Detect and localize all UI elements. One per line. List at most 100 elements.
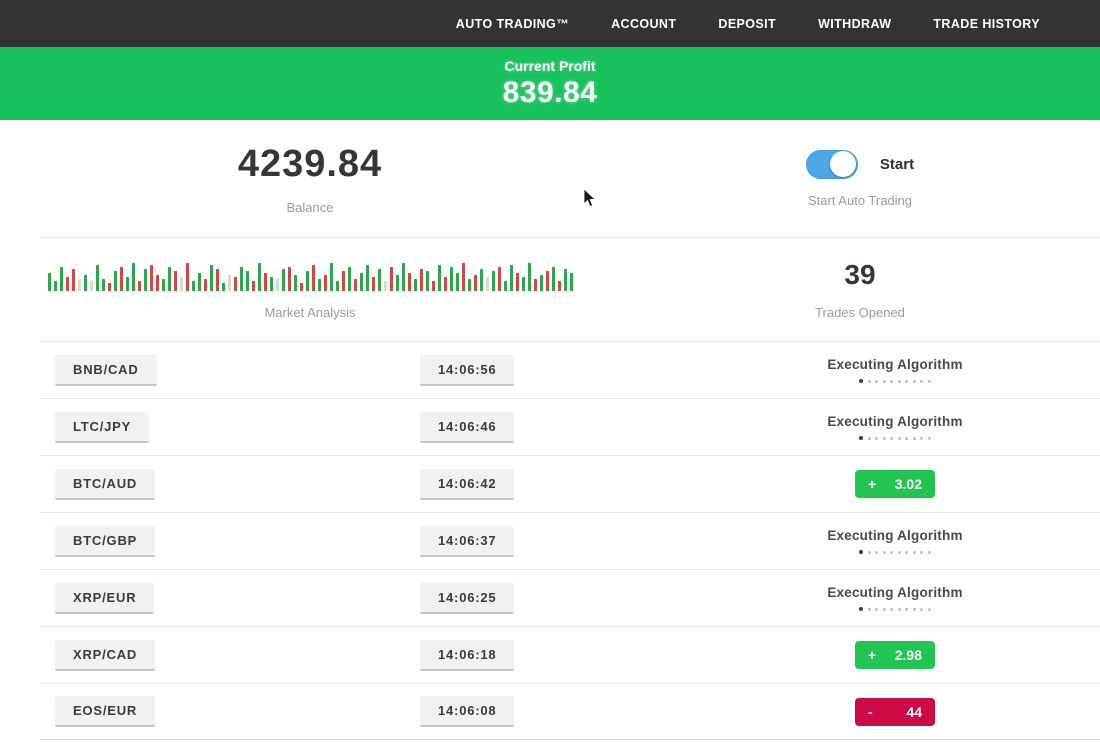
pair-badge: LTC/JPY — [55, 411, 150, 443]
candle-bar — [479, 269, 483, 291]
pair-badge: BNB/CAD — [55, 354, 157, 386]
candle-bar — [341, 271, 345, 291]
trades-list: BNB/CAD 14:06:56 Executing Algorithm LTC/JP… — [0, 341, 1100, 740]
section-divider — [40, 237, 1100, 238]
candle-bar — [125, 277, 129, 291]
candle-bar — [467, 279, 471, 291]
progress-dots — [859, 607, 931, 611]
candle-bar — [161, 279, 165, 291]
progress-dot — [897, 550, 901, 554]
candle-bar — [515, 273, 519, 291]
pair-badge: XRP/EUR — [55, 582, 155, 614]
progress-dot — [905, 607, 909, 611]
candle-bar — [113, 271, 117, 291]
candle-bar — [233, 277, 237, 291]
candle-bar — [221, 283, 225, 291]
pair-badge: BTC/GBP — [55, 525, 156, 557]
candle-bar — [209, 265, 213, 291]
candle-bar — [101, 279, 105, 291]
trade-row: XRP/EUR 14:06:25 Executing Algorithm — [40, 569, 1100, 626]
current-profit-banner: Current Profit 839.84 — [0, 47, 1100, 120]
candle-bar — [359, 273, 363, 291]
progress-dot — [875, 607, 879, 611]
progress-dot — [890, 607, 894, 611]
progress-dot — [867, 550, 871, 554]
candle-bar — [89, 281, 93, 291]
auto-trading-toggle[interactable] — [805, 149, 858, 179]
candle-bar — [95, 265, 99, 291]
market-analysis-chart — [47, 259, 573, 291]
candle-bar — [509, 265, 513, 291]
balance-label: Balance — [286, 199, 334, 215]
candle-bar — [299, 283, 303, 291]
result-sign: + — [868, 476, 877, 492]
progress-dot — [890, 550, 894, 554]
trade-row: BNB/CAD 14:06:56 Executing Algorithm — [40, 341, 1100, 398]
nav-item-auto-trading[interactable]: AUTO TRADING™ — [455, 16, 570, 31]
progress-dot — [897, 379, 901, 383]
candle-bar — [407, 273, 411, 291]
candle-bar — [395, 275, 399, 291]
executing-algorithm-label: Executing Algorithm — [827, 414, 963, 429]
candle-bar — [503, 281, 507, 291]
loss-badge: - 44 — [855, 697, 935, 726]
candle-bar — [569, 273, 573, 291]
progress-dot — [859, 550, 864, 554]
current-profit-value: 839.84 — [502, 75, 598, 109]
candle-bar — [227, 275, 231, 291]
progress-dot — [867, 607, 871, 611]
time-badge: 14:06:56 — [420, 354, 515, 386]
stats-row-market: Market Analysis 39 Trades Opened — [0, 238, 1100, 341]
progress-dot — [867, 436, 871, 440]
trade-row: EOS/EUR 14:06:08 - 44 — [40, 683, 1100, 740]
candle-bar — [371, 277, 375, 291]
candle-bar — [497, 267, 501, 291]
candle-bar — [257, 263, 261, 291]
candle-bar — [191, 281, 195, 291]
progress-dot — [882, 550, 886, 554]
candle-bar — [107, 283, 111, 291]
candle-bar — [137, 281, 141, 291]
nav-item-account[interactable]: ACCOUNT — [611, 16, 677, 31]
candle-bar — [239, 267, 243, 291]
trade-row: BTC/GBP 14:06:37 Executing Algorithm — [40, 512, 1100, 569]
nav-item-trade-history[interactable]: TRADE HISTORY — [933, 16, 1040, 31]
progress-dot — [920, 436, 924, 440]
candle-bar — [449, 267, 453, 291]
progress-dot — [897, 436, 901, 440]
candle-bar — [305, 271, 309, 291]
progress-dot — [890, 379, 894, 383]
candle-bar — [425, 271, 429, 291]
balance-value: 4239.84 — [237, 142, 383, 185]
candle-bar — [365, 265, 369, 291]
progress-dots — [859, 436, 931, 440]
executing-algorithm-label: Executing Algorithm — [827, 528, 963, 543]
candle-bar — [545, 271, 549, 291]
result-sign: + — [868, 647, 877, 663]
executing-algorithm-label: Executing Algorithm — [827, 357, 963, 372]
candle-bar — [281, 269, 285, 291]
candle-bar — [155, 275, 159, 291]
nav-item-deposit[interactable]: DEPOSIT — [718, 16, 777, 31]
nav-item-withdraw[interactable]: WITHDRAW — [818, 16, 892, 31]
progress-dot — [920, 379, 924, 383]
balance-block: 4239.84 Balance — [0, 120, 620, 237]
candle-bar — [347, 267, 351, 291]
progress-dot — [920, 607, 924, 611]
progress-dot — [890, 436, 894, 440]
progress-dot — [927, 379, 931, 383]
candle-bar — [269, 277, 273, 291]
progress-dot — [912, 379, 916, 383]
candle-bar — [149, 265, 153, 291]
time-badge: 14:06:37 — [420, 525, 515, 557]
trades-opened-value: 39 — [844, 259, 876, 290]
candle-bar — [491, 271, 495, 291]
candle-bar — [179, 277, 183, 291]
toggle-knob — [830, 151, 857, 177]
pair-badge: EOS/EUR — [55, 696, 156, 727]
candle-bar — [389, 267, 393, 291]
candle-bar — [173, 271, 177, 291]
market-analysis-block: Market Analysis — [0, 238, 620, 341]
progress-dot — [882, 607, 886, 611]
candle-bar — [251, 281, 255, 291]
